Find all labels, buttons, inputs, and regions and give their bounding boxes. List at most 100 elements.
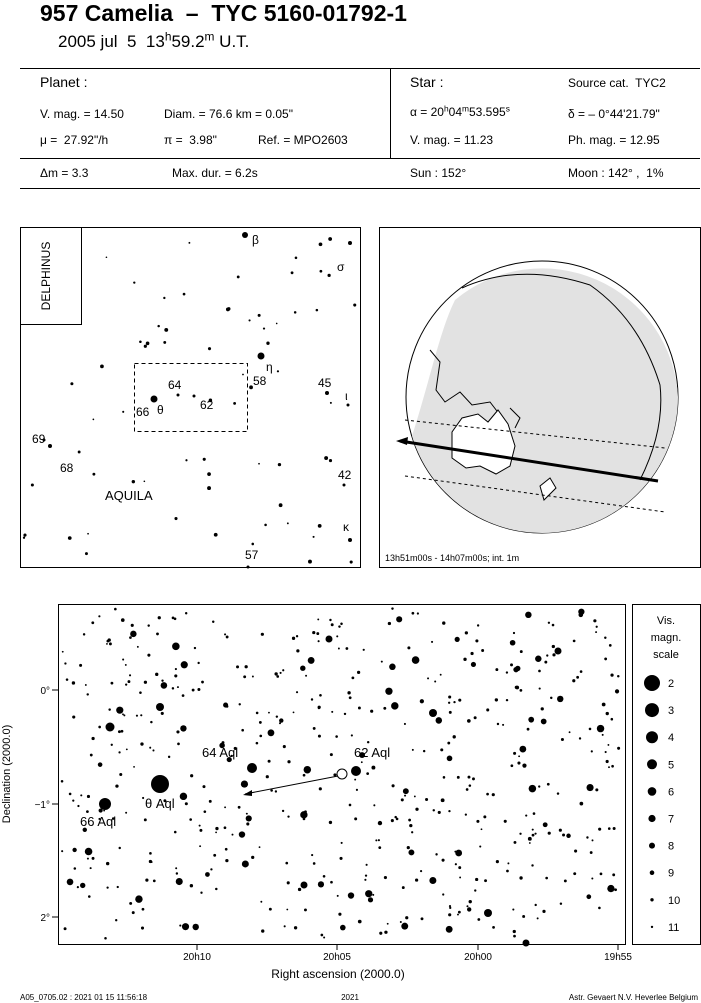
star-dot xyxy=(245,815,252,822)
star-dot xyxy=(295,691,299,694)
star-dot xyxy=(563,879,567,883)
star-dot xyxy=(586,894,592,900)
scale-mag: 4 xyxy=(668,732,674,744)
star-dot xyxy=(531,833,535,837)
star-dot xyxy=(505,671,509,674)
star-dot xyxy=(612,873,616,877)
star-dot xyxy=(278,722,281,725)
star-dot xyxy=(115,784,119,788)
star-dot xyxy=(120,729,124,733)
star-dot xyxy=(452,735,456,739)
star-dot xyxy=(468,899,472,904)
alpha-part: s xyxy=(505,103,510,114)
star-dot xyxy=(477,918,481,921)
star-dot xyxy=(378,846,382,850)
star-dot xyxy=(82,633,86,636)
star-dot xyxy=(152,879,156,883)
constellation-label: AQUILA xyxy=(105,488,153,503)
date: 2005 jul 5 13h59.2m U.T. xyxy=(58,29,249,52)
constellation-box xyxy=(20,227,82,325)
star-dot xyxy=(578,612,584,618)
star-dot xyxy=(173,617,177,621)
star-dot xyxy=(409,823,413,828)
star-dot xyxy=(293,311,297,314)
star-dot xyxy=(442,621,446,625)
star-dot xyxy=(528,716,535,723)
star-dot xyxy=(383,706,387,710)
star-dot xyxy=(463,657,467,661)
date-part: m xyxy=(204,29,215,44)
star-dot xyxy=(151,775,169,793)
star-dot xyxy=(86,810,89,813)
star-dot xyxy=(446,755,453,762)
star-dot xyxy=(598,906,601,910)
star-dot xyxy=(327,273,331,278)
star-dot xyxy=(171,616,175,620)
star-dot xyxy=(538,669,541,673)
star-dot xyxy=(596,724,605,733)
star-dot xyxy=(255,711,259,715)
star-dot xyxy=(465,788,469,791)
star-dot xyxy=(365,863,368,866)
star-dot xyxy=(260,900,263,903)
star-dot xyxy=(607,827,611,830)
star-dot xyxy=(346,403,350,407)
planet-mu: μ = 27.92"/h xyxy=(40,133,109,147)
star-source: Source cat. TYC2 xyxy=(568,76,666,90)
star-dot xyxy=(551,623,555,627)
star-dot xyxy=(203,810,207,814)
star-dot xyxy=(588,727,592,731)
star-dot xyxy=(99,798,111,810)
star-dot xyxy=(91,736,95,741)
star-dot xyxy=(528,842,531,844)
star-dot xyxy=(147,653,151,657)
star-dot xyxy=(573,872,577,876)
star-dot xyxy=(163,296,166,300)
star-dot xyxy=(247,763,257,773)
star-dot xyxy=(286,522,289,525)
star-dot xyxy=(509,639,516,646)
alpha-part: 53.595 xyxy=(468,105,506,119)
star-dot xyxy=(552,653,556,657)
info-lines xyxy=(20,68,700,189)
star-dot xyxy=(171,687,175,690)
star-dot xyxy=(199,828,203,832)
star-dot xyxy=(496,722,500,726)
star-dot xyxy=(586,783,594,792)
star-dot xyxy=(224,806,227,809)
star-dot xyxy=(351,766,361,776)
star-dot xyxy=(316,632,320,635)
star-dot xyxy=(331,710,334,713)
star-dot xyxy=(156,703,164,711)
star-dot xyxy=(70,382,74,386)
star-dot xyxy=(167,755,171,759)
star-dot xyxy=(184,802,188,806)
star-dot xyxy=(276,370,280,373)
star-dot xyxy=(296,649,300,653)
star-dot xyxy=(512,631,516,635)
star-dot xyxy=(402,788,409,795)
star-dot xyxy=(429,709,437,717)
star-dot xyxy=(550,696,553,700)
star-dot xyxy=(257,352,265,360)
star-dot xyxy=(391,607,394,610)
star-dot xyxy=(91,621,95,625)
star-dot xyxy=(396,616,403,623)
star-dot xyxy=(274,790,278,793)
star-dot xyxy=(290,271,294,275)
star-dot xyxy=(219,742,225,749)
star-dot xyxy=(408,818,412,822)
star-dot xyxy=(300,881,308,889)
star-dot xyxy=(42,438,46,442)
star-dot xyxy=(129,901,133,905)
scale-dot xyxy=(648,814,656,823)
star-dot xyxy=(476,819,480,823)
star-dot xyxy=(258,721,262,724)
star-dot xyxy=(180,725,187,732)
star-dot xyxy=(330,623,334,627)
moon: Moon : 142° , 1% xyxy=(568,166,664,180)
star-dot xyxy=(22,536,26,539)
star-dot xyxy=(176,393,180,397)
star-dot xyxy=(130,630,137,638)
star-dot xyxy=(264,523,267,527)
